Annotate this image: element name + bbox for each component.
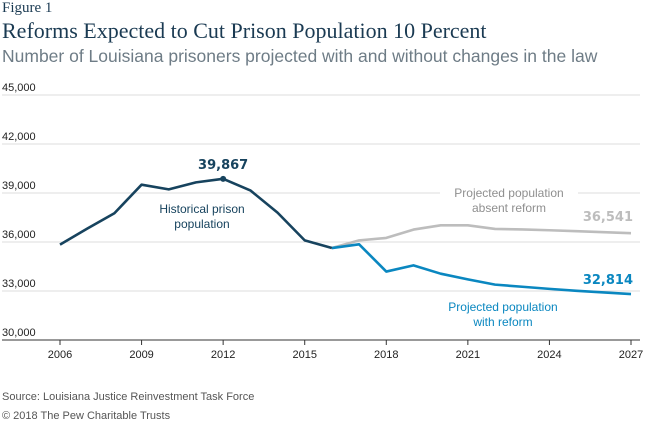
x-tick-label: 2018 <box>374 349 398 361</box>
chart-subtitle: Number of Louisiana prisoners projected … <box>2 46 598 66</box>
y-tick-label: 42,000 <box>2 131 36 143</box>
x-tick-label: 2015 <box>292 349 316 361</box>
x-tick-label: 2012 <box>211 349 235 361</box>
series-label: absent reform <box>472 201 546 215</box>
data-label: 36,541 <box>583 210 633 225</box>
series-label: population <box>174 217 229 231</box>
series-label: Projected population <box>454 186 563 200</box>
x-tick-label: 2027 <box>619 349 643 361</box>
series-line <box>331 242 632 296</box>
series-line <box>59 177 333 250</box>
y-tick-label: 36,000 <box>2 229 36 241</box>
y-tick-label: 39,000 <box>2 180 36 192</box>
x-tick-label: 2021 <box>456 349 480 361</box>
source-note: Source: Louisiana Justice Reinvestment T… <box>2 391 255 403</box>
chart-title: Reforms Expected to Cut Prison Populatio… <box>2 18 487 43</box>
series-line <box>331 224 632 250</box>
data-label: 39,867 <box>198 158 248 173</box>
y-tick-label: 30,000 <box>2 327 36 339</box>
x-tick-label: 2006 <box>48 349 72 361</box>
figure-label: Figure 1 <box>2 0 53 16</box>
series-label: with reform <box>472 315 532 329</box>
copyright-note: © 2018 The Pew Charitable Trusts <box>2 410 171 422</box>
x-tick-label: 2009 <box>129 349 153 361</box>
y-tick-label: 45,000 <box>2 82 36 94</box>
label-background <box>440 183 578 217</box>
series-label: Projected population <box>448 300 557 314</box>
peak-marker <box>220 175 227 182</box>
series-label: Historical prison <box>159 202 244 216</box>
y-tick-label: 33,000 <box>2 278 36 290</box>
x-tick-label: 2024 <box>537 349 561 361</box>
data-label: 32,814 <box>583 273 633 288</box>
